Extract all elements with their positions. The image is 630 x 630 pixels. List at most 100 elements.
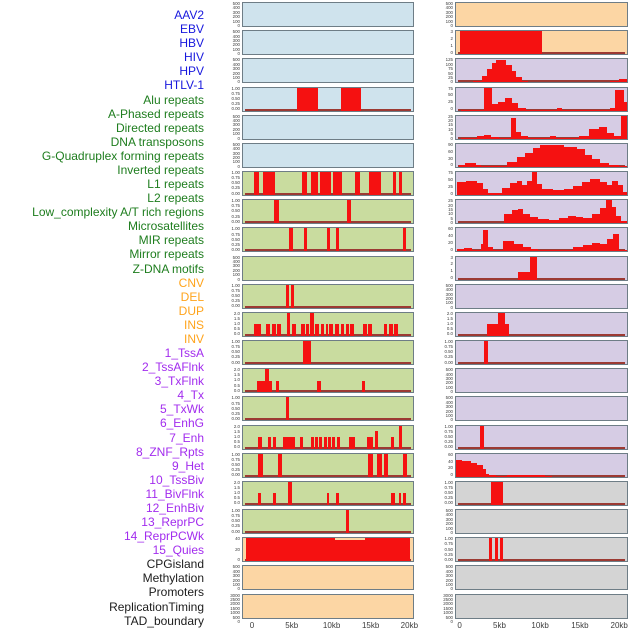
data-segment [480, 244, 484, 252]
data-segment [621, 220, 627, 224]
data-segment [494, 538, 498, 562]
data-segment [254, 324, 261, 336]
y-tick-label: 0 [450, 389, 453, 395]
y-tick-label: 2.0 [446, 310, 453, 316]
track-label-microsatellites: Microsatellites [127, 219, 204, 234]
y-tick-label: 0.50 [231, 208, 240, 214]
y-tick-label: 300 [232, 150, 240, 156]
coverage-baseline [457, 502, 626, 505]
y-tick-label: 0.75 [231, 231, 240, 237]
coverage-baseline [457, 362, 626, 365]
data-segment [556, 137, 580, 139]
track-plot-9-het [455, 283, 628, 309]
x-axis-tick-label: 5kb [285, 620, 299, 630]
data-segment [485, 473, 490, 477]
data-segment [563, 189, 574, 196]
track-label-del: DEL [180, 289, 204, 304]
data-segment [516, 157, 526, 167]
y-tick-label: 400 [232, 118, 240, 124]
y-tick-label: 0.25 [231, 354, 240, 360]
y-tick-label: 0 [237, 556, 240, 562]
data-segment [538, 218, 550, 224]
data-segment [585, 154, 592, 167]
data-segment [577, 148, 586, 167]
coverage-baseline [244, 474, 412, 477]
y-tick-label: 100 [445, 582, 453, 588]
coverage-baseline [244, 531, 412, 534]
y-tick-label: 3000 [230, 592, 240, 598]
data-segment [532, 172, 538, 196]
y-tick-label: 300 [445, 376, 453, 382]
y-tick-label: 0.5 [233, 326, 240, 332]
y-tick-label: 1.00 [231, 339, 240, 345]
y-tick-label: 5 [450, 131, 453, 137]
data-segment [475, 165, 481, 167]
track-label-cpgisland: CPGisland [146, 557, 204, 572]
y-axis-ticks: 2.0 1.5 1.0 0.5 0.0 [204, 424, 240, 450]
y-tick-label: 0.5 [233, 495, 240, 501]
data-segment [366, 437, 374, 449]
data-segment [292, 324, 296, 336]
track-plot-hiv [242, 86, 414, 112]
y-tick-label: 300 [232, 66, 240, 72]
y-tick-label: 0 [237, 586, 240, 592]
y-tick-label: 0.00 [444, 444, 453, 450]
track-plot-directed-repeats [242, 227, 414, 253]
y-axis-ticks: 2.0 1.5 1.0 0.5 0.0 [417, 310, 453, 337]
data-segment [518, 107, 527, 111]
y-tick-label: 1.00 [444, 423, 453, 429]
track-plot-htlv-1 [242, 142, 414, 168]
y-tick-label: 3 [450, 29, 453, 35]
data-segment [498, 137, 511, 139]
data-segment [487, 193, 503, 196]
y-tick-label: 100 [232, 159, 240, 165]
y-tick-label: 0.75 [444, 428, 453, 434]
coverage-baseline [244, 108, 412, 111]
x-axis-tick-label: 10kb [531, 620, 549, 630]
y-axis-ticks: 125 100 75 50 25 0 [417, 57, 453, 84]
y-tick-label: 60 [448, 226, 453, 232]
data-segment [514, 243, 523, 252]
y-tick-label: 500 [445, 282, 453, 288]
y-tick-label: 400 [232, 258, 240, 264]
track-label-promoters: Promoters [148, 585, 204, 600]
y-tick-label: 200 [445, 380, 453, 386]
data-segment [617, 185, 623, 196]
y-axis-ticks: 3000 2500 2000 1500 1000 500 0 [204, 592, 240, 624]
x-axis-tick-label: 20kb [400, 620, 419, 630]
track-label-alu-repeats: Alu repeats [143, 92, 204, 107]
track-plot-5-txwk [455, 171, 628, 197]
track-label-1-tssa: 1_TssA [164, 346, 204, 361]
data-segment [473, 81, 482, 83]
data-segment [480, 166, 508, 167]
data-segment [327, 228, 331, 252]
data-segment [520, 135, 528, 139]
track-label-13-reprpc: 13_ReprPC [141, 515, 204, 530]
track-plot-inv [455, 30, 628, 56]
data-segment [393, 324, 398, 336]
y-tick-label: 25 [448, 99, 453, 105]
y-axis-ticks: 40 20 0 [204, 536, 240, 562]
y-tick-label: 3000 [443, 592, 453, 598]
track-label-14-reprpcwk: 14_ReprPCWk [123, 529, 204, 544]
y-tick-label: 1.5 [233, 485, 240, 491]
data-segment [615, 90, 625, 111]
data-segment [492, 249, 503, 252]
track-label-aav2: AAV2 [174, 8, 204, 22]
data-segment [368, 453, 373, 477]
track-label-4-tx: 4_Tx [177, 388, 204, 403]
data-segment [515, 132, 521, 139]
y-tick-label: 0.25 [231, 467, 240, 473]
x-axis-tick-label: 5kb [493, 620, 506, 630]
data-segment [489, 538, 493, 562]
y-tick-label: 25 [448, 198, 453, 204]
data-segment [609, 107, 616, 111]
data-segment [398, 493, 402, 505]
y-tick-label: 0.75 [231, 90, 240, 96]
data-segment [621, 115, 627, 139]
track-plot-mirror-repeats [242, 480, 414, 506]
data-segment [461, 461, 471, 477]
y-tick-label: 0.50 [444, 349, 453, 355]
data-segment [600, 207, 606, 224]
y-tick-label: 0.0 [446, 331, 453, 337]
